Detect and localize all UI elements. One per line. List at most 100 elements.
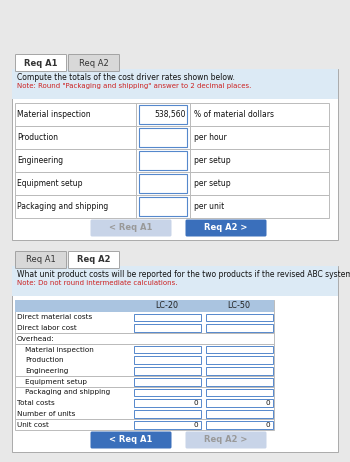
- Text: Direct labor cost: Direct labor cost: [17, 325, 77, 331]
- Text: Engineering: Engineering: [17, 156, 63, 165]
- FancyBboxPatch shape: [69, 55, 119, 72]
- Bar: [205, 356, 273, 364]
- Bar: [15, 149, 329, 150]
- Bar: [203, 312, 204, 323]
- FancyBboxPatch shape: [15, 251, 66, 268]
- Bar: [203, 419, 204, 430]
- Bar: [92, 221, 170, 235]
- Bar: [205, 378, 273, 386]
- Text: Req A1: Req A1: [24, 59, 58, 67]
- Bar: [205, 389, 273, 396]
- Bar: [139, 128, 187, 147]
- FancyBboxPatch shape: [91, 219, 172, 237]
- Text: 0: 0: [194, 400, 198, 406]
- FancyBboxPatch shape: [186, 219, 266, 237]
- Text: Material inspection: Material inspection: [17, 110, 91, 119]
- Bar: [15, 344, 274, 345]
- Text: 0: 0: [266, 422, 271, 428]
- Text: Production: Production: [25, 357, 63, 363]
- Text: Req A2: Req A2: [77, 255, 111, 265]
- Text: Unit cost: Unit cost: [17, 422, 49, 428]
- Bar: [187, 221, 265, 235]
- Bar: [133, 356, 201, 364]
- Bar: [12, 69, 338, 99]
- Text: 0: 0: [266, 400, 271, 406]
- Bar: [139, 151, 187, 170]
- Bar: [187, 433, 265, 447]
- Bar: [205, 314, 273, 321]
- Bar: [203, 334, 204, 344]
- FancyBboxPatch shape: [186, 432, 266, 449]
- Text: < Req A1: < Req A1: [109, 224, 153, 232]
- Bar: [133, 378, 201, 386]
- FancyBboxPatch shape: [15, 55, 66, 72]
- Text: per setup: per setup: [194, 156, 231, 165]
- Text: < Req A1: < Req A1: [109, 436, 153, 444]
- Bar: [133, 389, 201, 396]
- Bar: [203, 408, 204, 419]
- Bar: [203, 344, 204, 355]
- Text: Production: Production: [17, 133, 58, 142]
- Text: per setup: per setup: [194, 179, 231, 188]
- Bar: [133, 367, 201, 375]
- Text: Packaging and shipping: Packaging and shipping: [25, 389, 110, 395]
- Bar: [133, 421, 201, 428]
- Bar: [139, 105, 187, 124]
- Text: 0: 0: [194, 422, 198, 428]
- Bar: [205, 399, 273, 407]
- Bar: [15, 300, 274, 430]
- Text: LC-20: LC-20: [155, 302, 178, 310]
- Bar: [205, 367, 273, 375]
- Bar: [133, 346, 201, 353]
- Text: per hour: per hour: [194, 133, 227, 142]
- Text: per unit: per unit: [194, 202, 224, 211]
- Bar: [205, 410, 273, 418]
- Text: Req A2: Req A2: [79, 59, 109, 67]
- Text: Overhead:: Overhead:: [17, 336, 55, 342]
- Text: 538,560: 538,560: [154, 110, 186, 119]
- Text: What unit product costs will be reported for the two products if the revised ABC: What unit product costs will be reported…: [17, 270, 350, 279]
- Bar: [139, 197, 187, 216]
- Bar: [203, 365, 204, 377]
- Text: LC-50: LC-50: [228, 302, 251, 310]
- Text: Req A2 >: Req A2 >: [204, 224, 248, 232]
- Bar: [15, 419, 274, 420]
- Bar: [12, 266, 338, 296]
- Bar: [92, 433, 170, 447]
- Bar: [203, 355, 204, 365]
- Text: Total costs: Total costs: [17, 400, 55, 406]
- Bar: [15, 387, 274, 388]
- Bar: [203, 300, 204, 312]
- Bar: [139, 174, 187, 193]
- Bar: [15, 300, 274, 312]
- Bar: [15, 365, 274, 366]
- Bar: [12, 69, 338, 240]
- Bar: [203, 323, 204, 334]
- Text: Note: Do not round intermediate calculations.: Note: Do not round intermediate calculat…: [17, 280, 177, 286]
- Text: % of material dollars: % of material dollars: [194, 110, 274, 119]
- Bar: [15, 103, 329, 218]
- Text: Direct material costs: Direct material costs: [17, 314, 92, 320]
- Text: Compute the totals of the cost driver rates shown below.: Compute the totals of the cost driver ra…: [17, 73, 235, 82]
- Text: Note: Round "Packaging and shipping" answer to 2 decimal places.: Note: Round "Packaging and shipping" ans…: [17, 83, 251, 89]
- Bar: [15, 408, 274, 409]
- Bar: [203, 387, 204, 398]
- FancyBboxPatch shape: [69, 251, 119, 268]
- Text: Req A2 >: Req A2 >: [204, 436, 248, 444]
- Text: Equipment setup: Equipment setup: [25, 379, 87, 385]
- Text: Packaging and shipping: Packaging and shipping: [17, 202, 108, 211]
- Text: Equipment setup: Equipment setup: [17, 179, 83, 188]
- Text: Req A1: Req A1: [26, 255, 56, 265]
- Bar: [203, 398, 204, 408]
- Bar: [133, 399, 201, 407]
- Bar: [133, 410, 201, 418]
- Bar: [12, 266, 338, 452]
- Bar: [203, 377, 204, 387]
- Text: Material inspection: Material inspection: [25, 346, 94, 353]
- Bar: [205, 324, 273, 332]
- Bar: [133, 314, 201, 321]
- Bar: [15, 126, 329, 127]
- Bar: [133, 324, 201, 332]
- Bar: [205, 421, 273, 428]
- Bar: [205, 346, 273, 353]
